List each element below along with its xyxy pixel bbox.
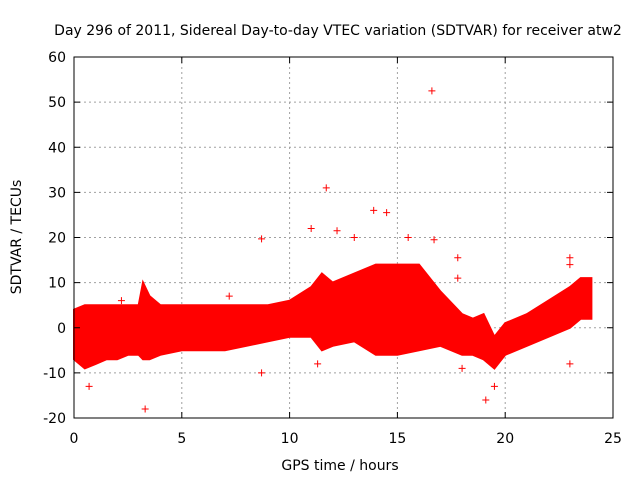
data-point — [85, 382, 93, 390]
data-point — [566, 254, 574, 262]
x-tick-label: 25 — [604, 431, 622, 447]
data-point — [566, 261, 574, 269]
x-tick-label: 15 — [388, 431, 406, 447]
y-tick-label: 30 — [48, 185, 66, 201]
data-point — [454, 274, 462, 282]
data-point — [333, 227, 341, 235]
data-point — [482, 396, 490, 404]
y-tick-label: 60 — [48, 50, 66, 66]
axis-ticks: 0 5 10 15 20 25 -20 -10 0 10 20 30 40 50 60 — [43, 50, 622, 447]
data-point — [454, 254, 462, 262]
data-point — [258, 235, 266, 243]
y-tick-label: 20 — [48, 231, 66, 247]
data-point — [350, 234, 358, 241]
chart-title: Day 296 of 2011, Sidereal Day-to-day VTE… — [54, 23, 622, 39]
data-points — [85, 87, 574, 413]
y-tick-label: -20 — [43, 411, 66, 427]
y-tick-label: -10 — [43, 366, 66, 382]
grid-lines — [74, 57, 613, 418]
x-tick-label: 20 — [496, 431, 514, 447]
data-point — [428, 87, 436, 95]
data-point — [430, 236, 438, 244]
y-tick-label: 0 — [57, 321, 66, 337]
data-point — [566, 360, 574, 368]
y-axis-label: SDTVAR / TECUs — [9, 180, 25, 295]
data-point — [404, 234, 412, 241]
x-tick-label: 10 — [281, 431, 299, 447]
data-point — [314, 360, 322, 368]
y-tick-label: 40 — [48, 140, 66, 156]
data-envelope — [73, 263, 593, 370]
data-point — [225, 292, 233, 300]
data-point — [490, 382, 498, 390]
data-point — [141, 405, 149, 413]
data-point — [307, 224, 315, 232]
data-point — [458, 364, 466, 372]
y-tick-label: 50 — [48, 95, 66, 111]
data-point — [322, 184, 330, 192]
x-tick-label: 0 — [70, 431, 79, 447]
data-point — [258, 369, 266, 377]
data-point — [370, 206, 378, 214]
x-tick-label: 5 — [177, 431, 186, 447]
data-point — [383, 209, 391, 217]
data-band — [73, 263, 593, 370]
y-tick-label: 10 — [48, 276, 66, 292]
data-point — [117, 297, 125, 305]
x-axis-label: GPS time / hours — [281, 458, 398, 474]
